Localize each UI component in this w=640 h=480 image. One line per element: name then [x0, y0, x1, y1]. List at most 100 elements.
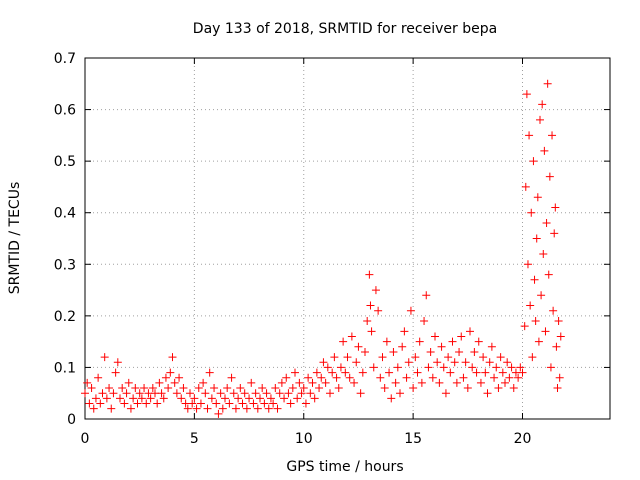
- data-point: [374, 306, 383, 315]
- data-point: [205, 368, 214, 377]
- data-point: [371, 286, 380, 295]
- data-point: [275, 389, 284, 398]
- x-axis-label: GPS time / hours: [286, 459, 403, 475]
- y-tick-label: 0.5: [54, 154, 76, 170]
- data-point: [122, 389, 131, 398]
- x-tick-label: 0: [81, 431, 90, 447]
- axis-ticks: 0 0.1 0.2 0.3 0.4 0.5 0.6 0.7 0 5 10 15 20: [54, 51, 610, 447]
- data-point: [231, 404, 240, 413]
- data-point: [236, 384, 245, 393]
- data-point: [142, 399, 151, 408]
- data-point: [352, 358, 361, 367]
- data-point: [404, 358, 413, 367]
- data-point: [312, 368, 321, 377]
- data-points: [81, 79, 565, 418]
- y-tick-label: 0.2: [54, 309, 76, 325]
- data-point: [188, 399, 197, 408]
- data-point: [168, 353, 177, 362]
- data-point: [363, 317, 372, 326]
- data-point: [175, 373, 184, 382]
- data-point: [546, 363, 555, 372]
- data-point: [528, 353, 537, 362]
- data-point: [347, 332, 356, 341]
- data-point: [116, 394, 124, 403]
- data-point: [253, 404, 262, 413]
- data-point: [553, 384, 562, 393]
- data-point: [113, 358, 122, 367]
- y-tick-label: 0.4: [54, 206, 76, 222]
- data-point: [148, 384, 157, 393]
- data-point: [466, 327, 474, 336]
- data-point: [518, 368, 527, 377]
- data-point: [393, 363, 402, 372]
- data-point: [366, 301, 375, 310]
- data-point: [137, 394, 146, 403]
- data-point: [210, 384, 219, 393]
- data-point: [459, 373, 468, 382]
- data-point: [87, 384, 96, 393]
- data-point: [341, 368, 350, 377]
- data-point: [474, 337, 483, 346]
- data-point: [172, 389, 181, 398]
- data-point: [271, 384, 280, 393]
- data-point: [94, 373, 103, 382]
- data-point: [446, 368, 455, 377]
- data-point: [284, 389, 293, 398]
- data-point: [212, 399, 221, 408]
- y-tick-label: 0.3: [54, 257, 76, 273]
- data-point: [306, 389, 315, 398]
- data-point: [245, 394, 254, 403]
- data-point: [288, 384, 297, 393]
- data-point: [411, 353, 420, 362]
- data-point: [102, 394, 111, 403]
- data-point: [249, 399, 258, 408]
- data-point: [345, 373, 354, 382]
- data-point: [533, 193, 542, 202]
- data-point: [118, 384, 127, 393]
- data-point: [81, 389, 89, 398]
- data-point: [304, 373, 313, 382]
- data-point: [225, 399, 234, 408]
- data-point: [509, 384, 518, 393]
- data-point: [201, 389, 210, 398]
- data-point: [85, 399, 94, 408]
- data-point: [157, 389, 166, 398]
- data-point: [468, 363, 477, 372]
- data-point: [223, 384, 232, 393]
- data-point: [291, 368, 299, 377]
- y-tick-label: 0.7: [54, 51, 76, 67]
- data-point: [196, 399, 205, 408]
- data-point: [544, 270, 553, 279]
- data-point: [358, 368, 367, 377]
- data-point: [199, 378, 208, 387]
- data-point: [523, 260, 532, 269]
- data-point: [140, 384, 149, 393]
- data-point: [256, 394, 264, 403]
- data-point: [326, 389, 334, 398]
- data-point: [531, 317, 540, 326]
- data-point: [330, 353, 339, 362]
- data-point: [534, 337, 543, 346]
- data-point: [552, 342, 561, 351]
- y-axis-label: SRMTID / TECUs: [7, 182, 23, 295]
- data-point: [551, 203, 560, 212]
- data-point: [490, 373, 499, 382]
- data-point: [396, 389, 404, 398]
- data-point: [435, 378, 444, 387]
- data-point: [295, 378, 304, 387]
- data-point: [532, 234, 541, 243]
- data-point: [343, 353, 352, 362]
- data-point: [529, 157, 538, 166]
- data-point: [426, 347, 435, 356]
- data-point: [516, 363, 525, 372]
- data-point: [496, 353, 505, 362]
- data-point: [521, 182, 530, 191]
- data-point: [365, 270, 374, 279]
- data-point: [83, 378, 92, 387]
- data-point: [192, 404, 201, 413]
- data-point: [402, 373, 411, 382]
- data-point: [472, 368, 481, 377]
- data-point: [437, 342, 446, 351]
- data-point: [398, 342, 407, 351]
